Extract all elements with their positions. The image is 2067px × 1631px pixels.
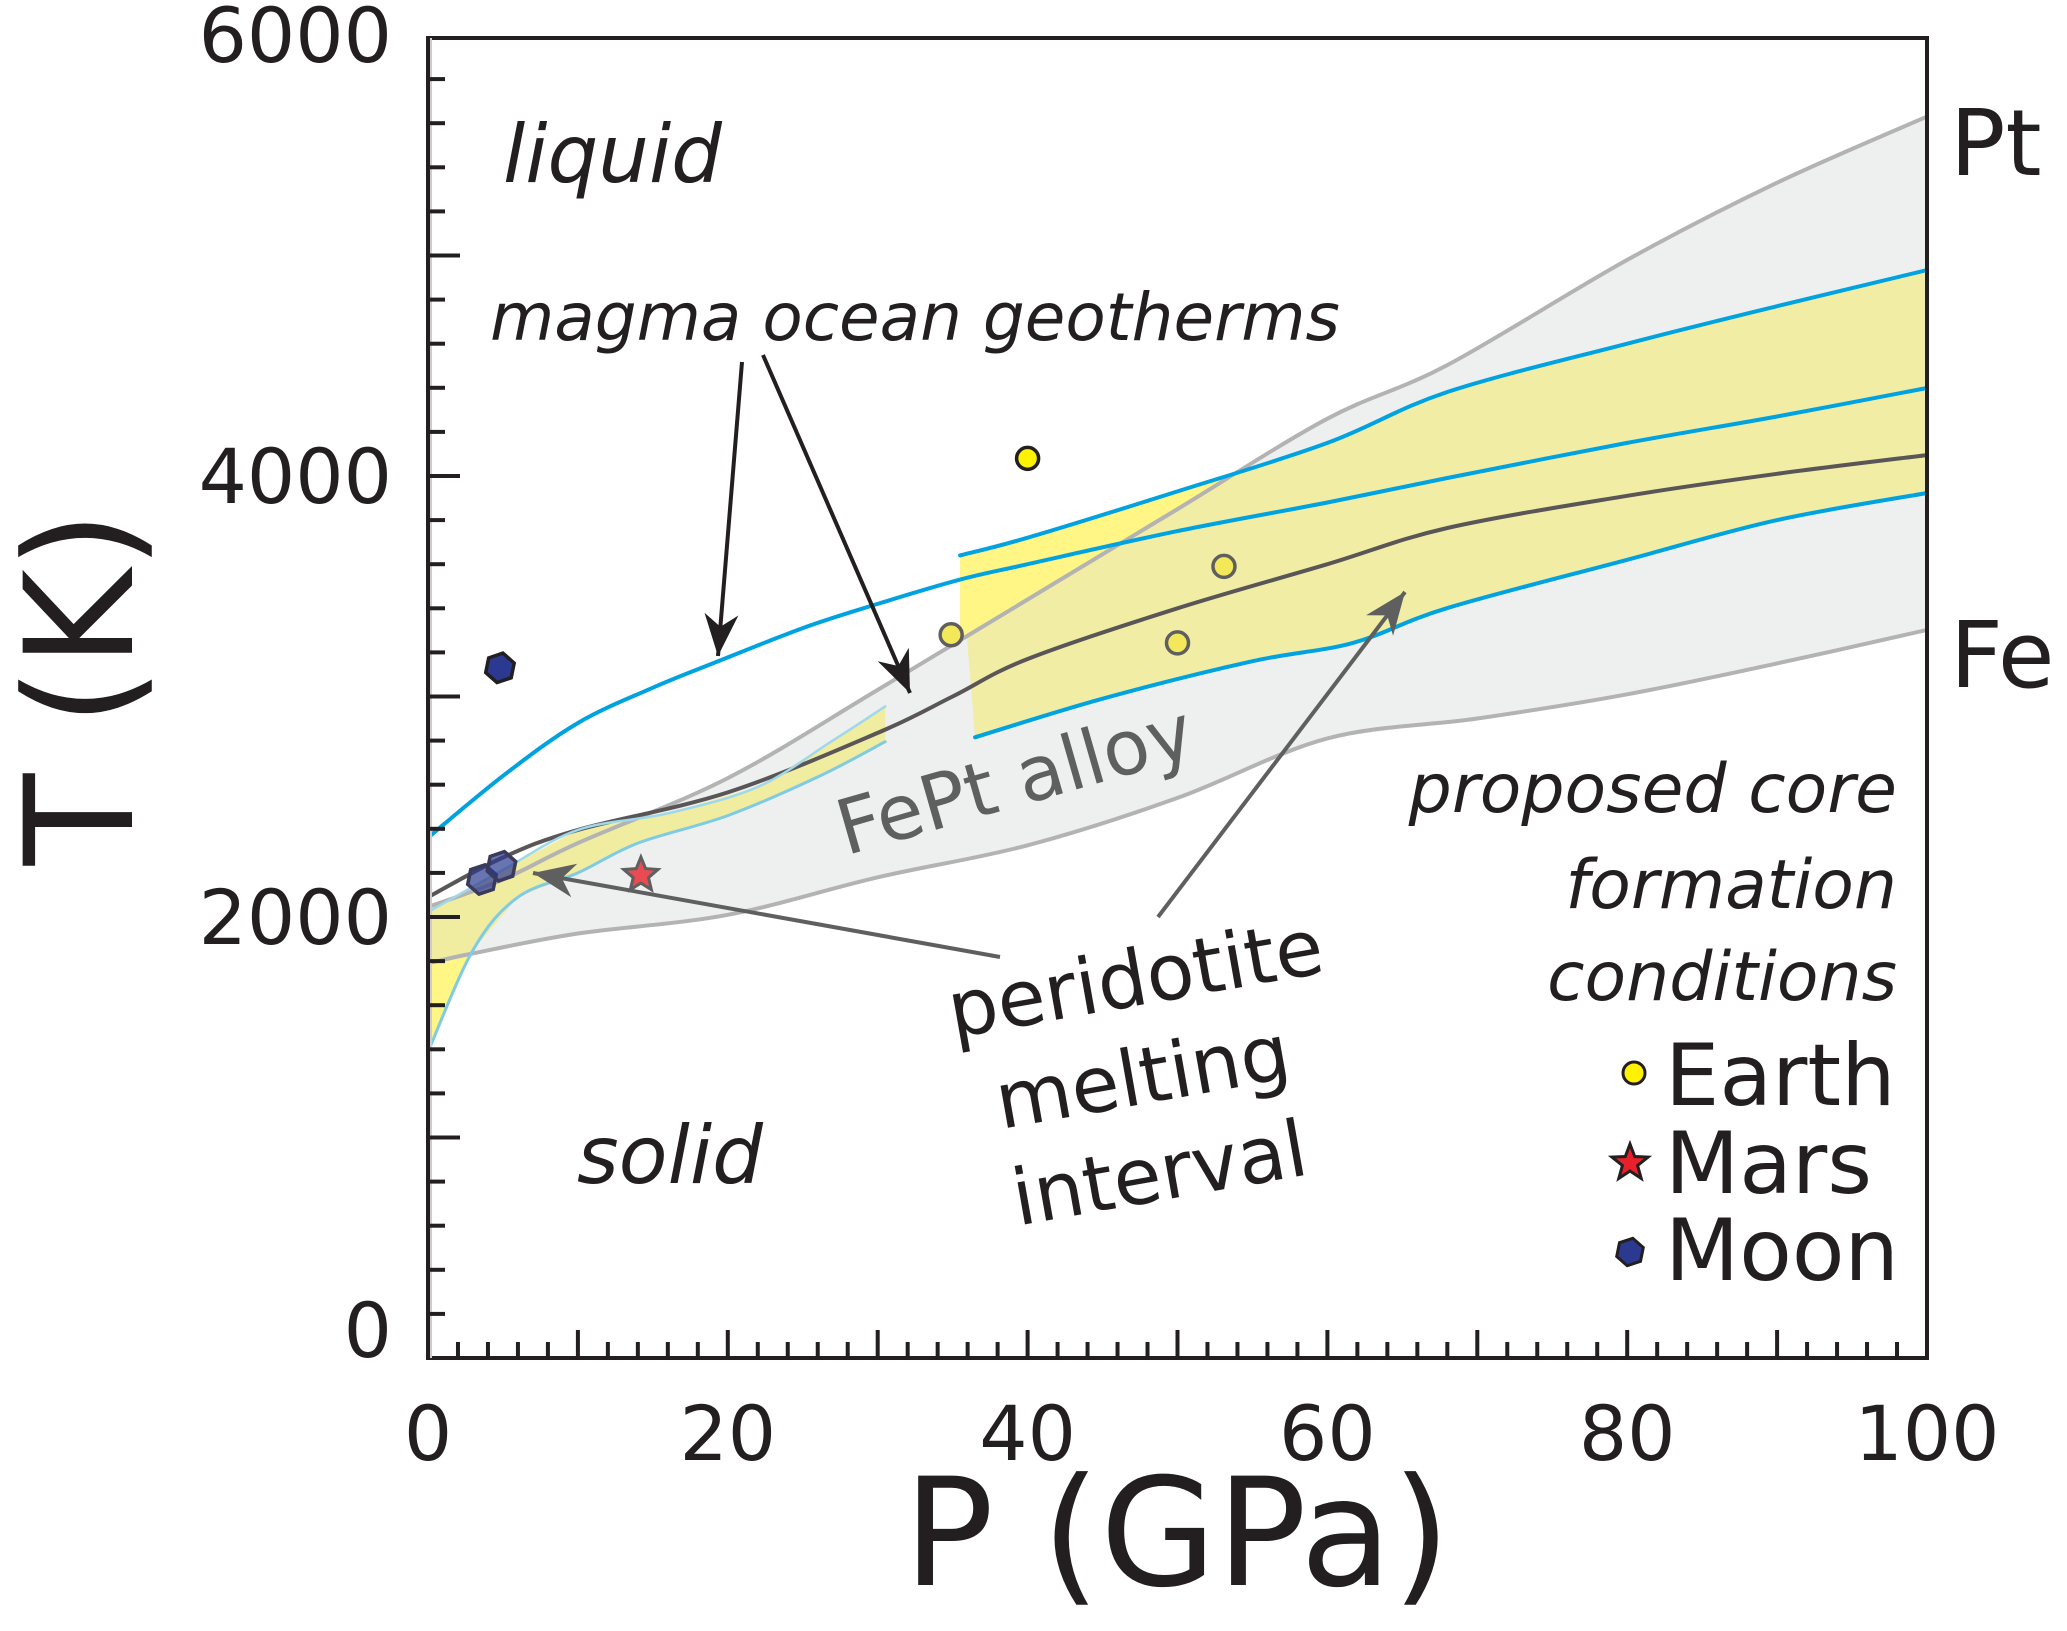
peridotite-arrow-right-head [1366,592,1405,636]
peridotite-melting-interval [428,706,886,1052]
peridotite-arrow-right-shaft [1156,590,1407,919]
peridotite-arrow-left-shaft [532,871,1001,959]
core-formation-band [960,270,1927,738]
fills-layer [428,116,1927,1052]
fe-curve-label: Fe [1950,602,2055,709]
legend-label-earth: Earth [1665,1026,1896,1126]
hot-geotherm-line [426,386,1929,840]
peridotite-solidus-line [426,740,887,1054]
moon-legend-marker [1615,1236,1645,1268]
x-tick-label: 80 [1579,1389,1676,1478]
core-line-1: proposed core [1408,750,1897,829]
peridotite-arrow-left-head [533,863,578,898]
fe-melting-curve [426,627,1929,966]
geotherm-arrow-left-shaft [716,361,744,657]
x-tick-label: 40 [979,1389,1076,1478]
legend-label-mars: Mars [1665,1114,1872,1214]
solid-label: solid [577,1109,764,1202]
y-axis-title: T (K) [0,511,168,867]
legend: Earth Mars Moon [1607,1026,1899,1301]
liquid-label: liquid [503,108,723,201]
earth-point [1014,445,1041,472]
arrows-layer [532,354,1407,959]
points-layer [465,445,1237,897]
magma-ocean-geotherms-label: magma ocean geotherms [490,279,1340,356]
geotherm-arrow-right-head [877,647,910,693]
x-axis-title: P (GPa) [903,1447,1450,1621]
legend-label-moon: Moon [1665,1201,1899,1301]
earth-legend-marker [1621,1060,1647,1086]
pt-melting-curve [426,114,1929,910]
x-tick-label: 0 [404,1389,452,1478]
core-formation-label: proposed core formation conditions [1408,750,1897,1017]
core-formation-band-bright [960,467,1253,641]
moon-point [483,651,517,685]
x-tick-label: 20 [679,1389,776,1478]
moon-point [485,849,518,883]
legend-item-earth: Earth [1621,1026,1896,1126]
x-tick-label: 100 [1854,1389,1999,1478]
earth-point [938,622,964,648]
geotherm-arrow-right-shaft [761,354,912,694]
mars-legend-marker [1607,1139,1653,1182]
legend-item-mars: Mars [1607,1114,1872,1214]
tick-labels-layer: 0 20 40 60 80 100 0 2000 4000 6000 [199,0,2000,1478]
dark-geotherm-line [426,453,1929,900]
core-line-3: conditions [1547,938,1897,1017]
peridotite-label: peridotite melting interval [941,902,1330,1244]
mars-point [619,853,662,893]
plot-frame [426,36,1929,1360]
y-tick-label: 4000 [199,432,392,521]
band-lower-geotherm-line [973,491,1929,740]
geotherm-arrow-left-head [704,612,739,656]
core-line-2: formation [1565,846,1897,925]
x-tick-label: 60 [1279,1389,1376,1478]
y-tick-label: 0 [344,1286,392,1375]
y-tick-label: 6000 [199,0,392,80]
earth-point [1164,630,1191,656]
pt-curve-label: Pt [1950,90,2042,197]
y-tick-label: 2000 [199,873,392,962]
legend-item-moon: Moon [1615,1201,1899,1301]
frame-layer [426,36,1929,1360]
band-upper-geotherm-line [958,268,1929,558]
earth-point [1211,553,1237,580]
